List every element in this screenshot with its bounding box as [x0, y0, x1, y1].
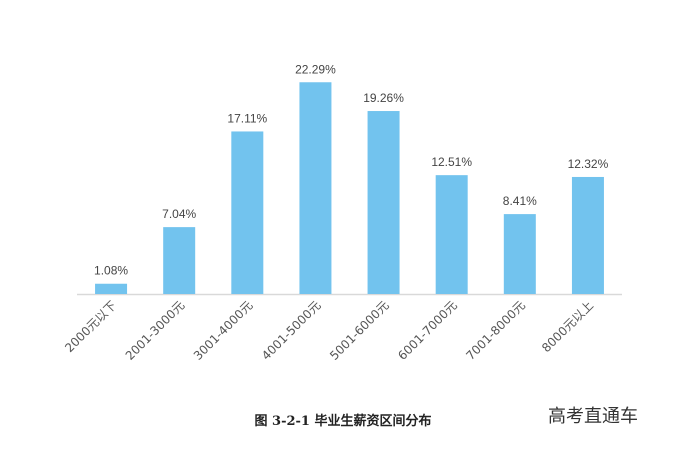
bar-4: [367, 111, 400, 294]
x-tick-label-7: 8000元以上: [539, 298, 596, 355]
data-label-1: 7.04%: [162, 207, 196, 221]
x-tick-label-5: 6001-7000元: [395, 298, 460, 363]
data-label-0: 1.08%: [94, 264, 128, 278]
bar-7: [571, 176, 604, 294]
bar-1: [163, 227, 196, 294]
x-tick-label-3: 4001-5000元: [259, 298, 324, 363]
bar-chart: 1.08% 7.04% 17.11% 22.29% 19.26% 12.51% 8.41% 1…: [62, 62, 622, 363]
data-label-7: 12.32%: [568, 157, 609, 171]
figure-caption: 图 3-2-1 毕业生薪资区间分布: [254, 414, 432, 429]
data-label-6: 8.41%: [503, 194, 537, 208]
watermark-logo-text: 高考直通车: [548, 406, 638, 427]
bar-0: [95, 283, 128, 294]
bar-2: [231, 131, 264, 294]
x-tick-label-6: 7001-8000元: [463, 298, 528, 363]
data-label-2: 17.11%: [227, 111, 267, 125]
bar-6: [503, 214, 536, 294]
bar-3: [299, 82, 332, 295]
data-label-3: 22.29%: [295, 62, 336, 76]
bar-5: [435, 175, 468, 294]
data-label-5: 12.51%: [431, 155, 472, 169]
x-tick-label-4: 5001-6000元: [327, 298, 392, 363]
x-tick-label-0: 2000元以下: [62, 298, 119, 355]
x-tick-label-2: 3001-4000元: [191, 298, 256, 363]
x-tick-label-1: 2001-3000元: [123, 298, 188, 363]
data-label-4: 19.26%: [363, 91, 404, 105]
